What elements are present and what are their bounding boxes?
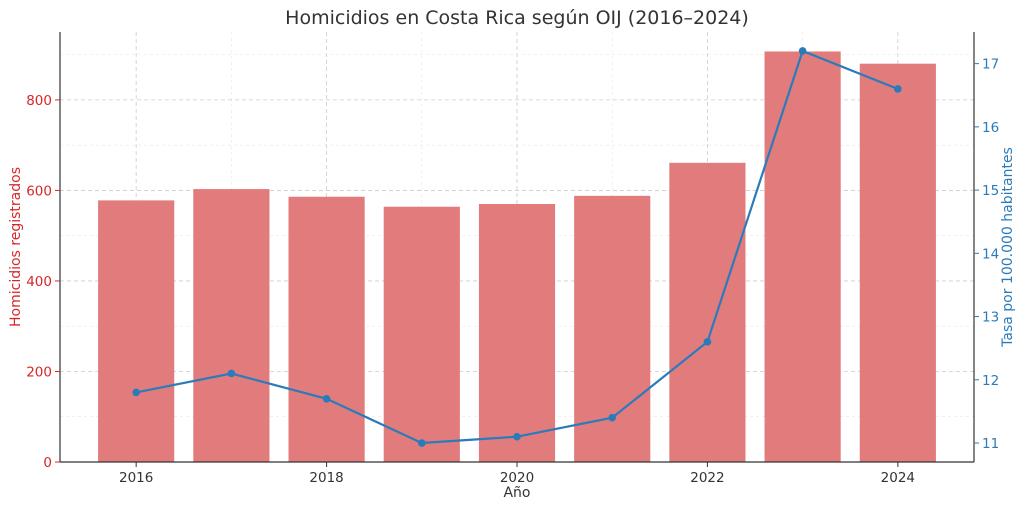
y-right-tick-label: 16 (982, 120, 999, 136)
bar-2018 (288, 196, 365, 463)
bar-2020 (478, 204, 556, 462)
bars-layer (98, 51, 936, 463)
axes-layer: 2016 2018 2020 2022 2024 0 200 400 600 800 11 12 13 1… (26, 32, 999, 486)
y-left-tick-label: 600 (26, 183, 52, 199)
x-tick-label: 2024 (881, 470, 915, 486)
y-right-tick-label: 17 (982, 57, 999, 73)
rate-point-2019 (417, 439, 426, 447)
rate-point-2024 (894, 85, 902, 93)
bar-2023 (764, 51, 841, 462)
y-right-tick-label: 13 (982, 310, 999, 326)
rate-point-2018 (322, 394, 331, 403)
bar-2019 (383, 206, 460, 462)
y-right-tick-label: 15 (982, 183, 999, 199)
x-tick-label: 2022 (690, 470, 724, 486)
y-right-axis-label: Tasa por 100.000 habitantes (1000, 147, 1016, 348)
chart-title: Homicidios en Costa Rica según OIJ (2016… (285, 7, 749, 29)
y-right-tick-label: 11 (982, 436, 999, 452)
y-right-tick-label: 14 (982, 246, 999, 262)
y-left-tick-label: 200 (26, 364, 52, 380)
x-tick-label: 2020 (500, 470, 534, 486)
rate-point-2021 (608, 413, 617, 422)
rate-point-2020 (513, 432, 521, 441)
y-left-axis-label: Homicidios registrados (8, 167, 24, 327)
rate-point-2017 (227, 369, 236, 378)
rate-point-2023 (798, 47, 807, 55)
y-left-tick-label: 0 (43, 455, 52, 471)
y-right-tick-label: 12 (982, 373, 999, 389)
bar-2016 (98, 200, 175, 462)
x-tick-label: 2016 (119, 470, 153, 486)
rate-point-2016 (132, 388, 140, 397)
rate-point-2022 (703, 338, 712, 346)
x-axis-label: Año (503, 485, 530, 501)
y-left-tick-label: 800 (26, 93, 52, 109)
bar-2017 (193, 189, 270, 462)
line-layer (132, 47, 902, 447)
bar-2024 (859, 63, 936, 463)
bar-2022 (669, 162, 746, 462)
y-left-tick-label: 400 (26, 274, 52, 290)
x-tick-label: 2018 (309, 470, 343, 486)
